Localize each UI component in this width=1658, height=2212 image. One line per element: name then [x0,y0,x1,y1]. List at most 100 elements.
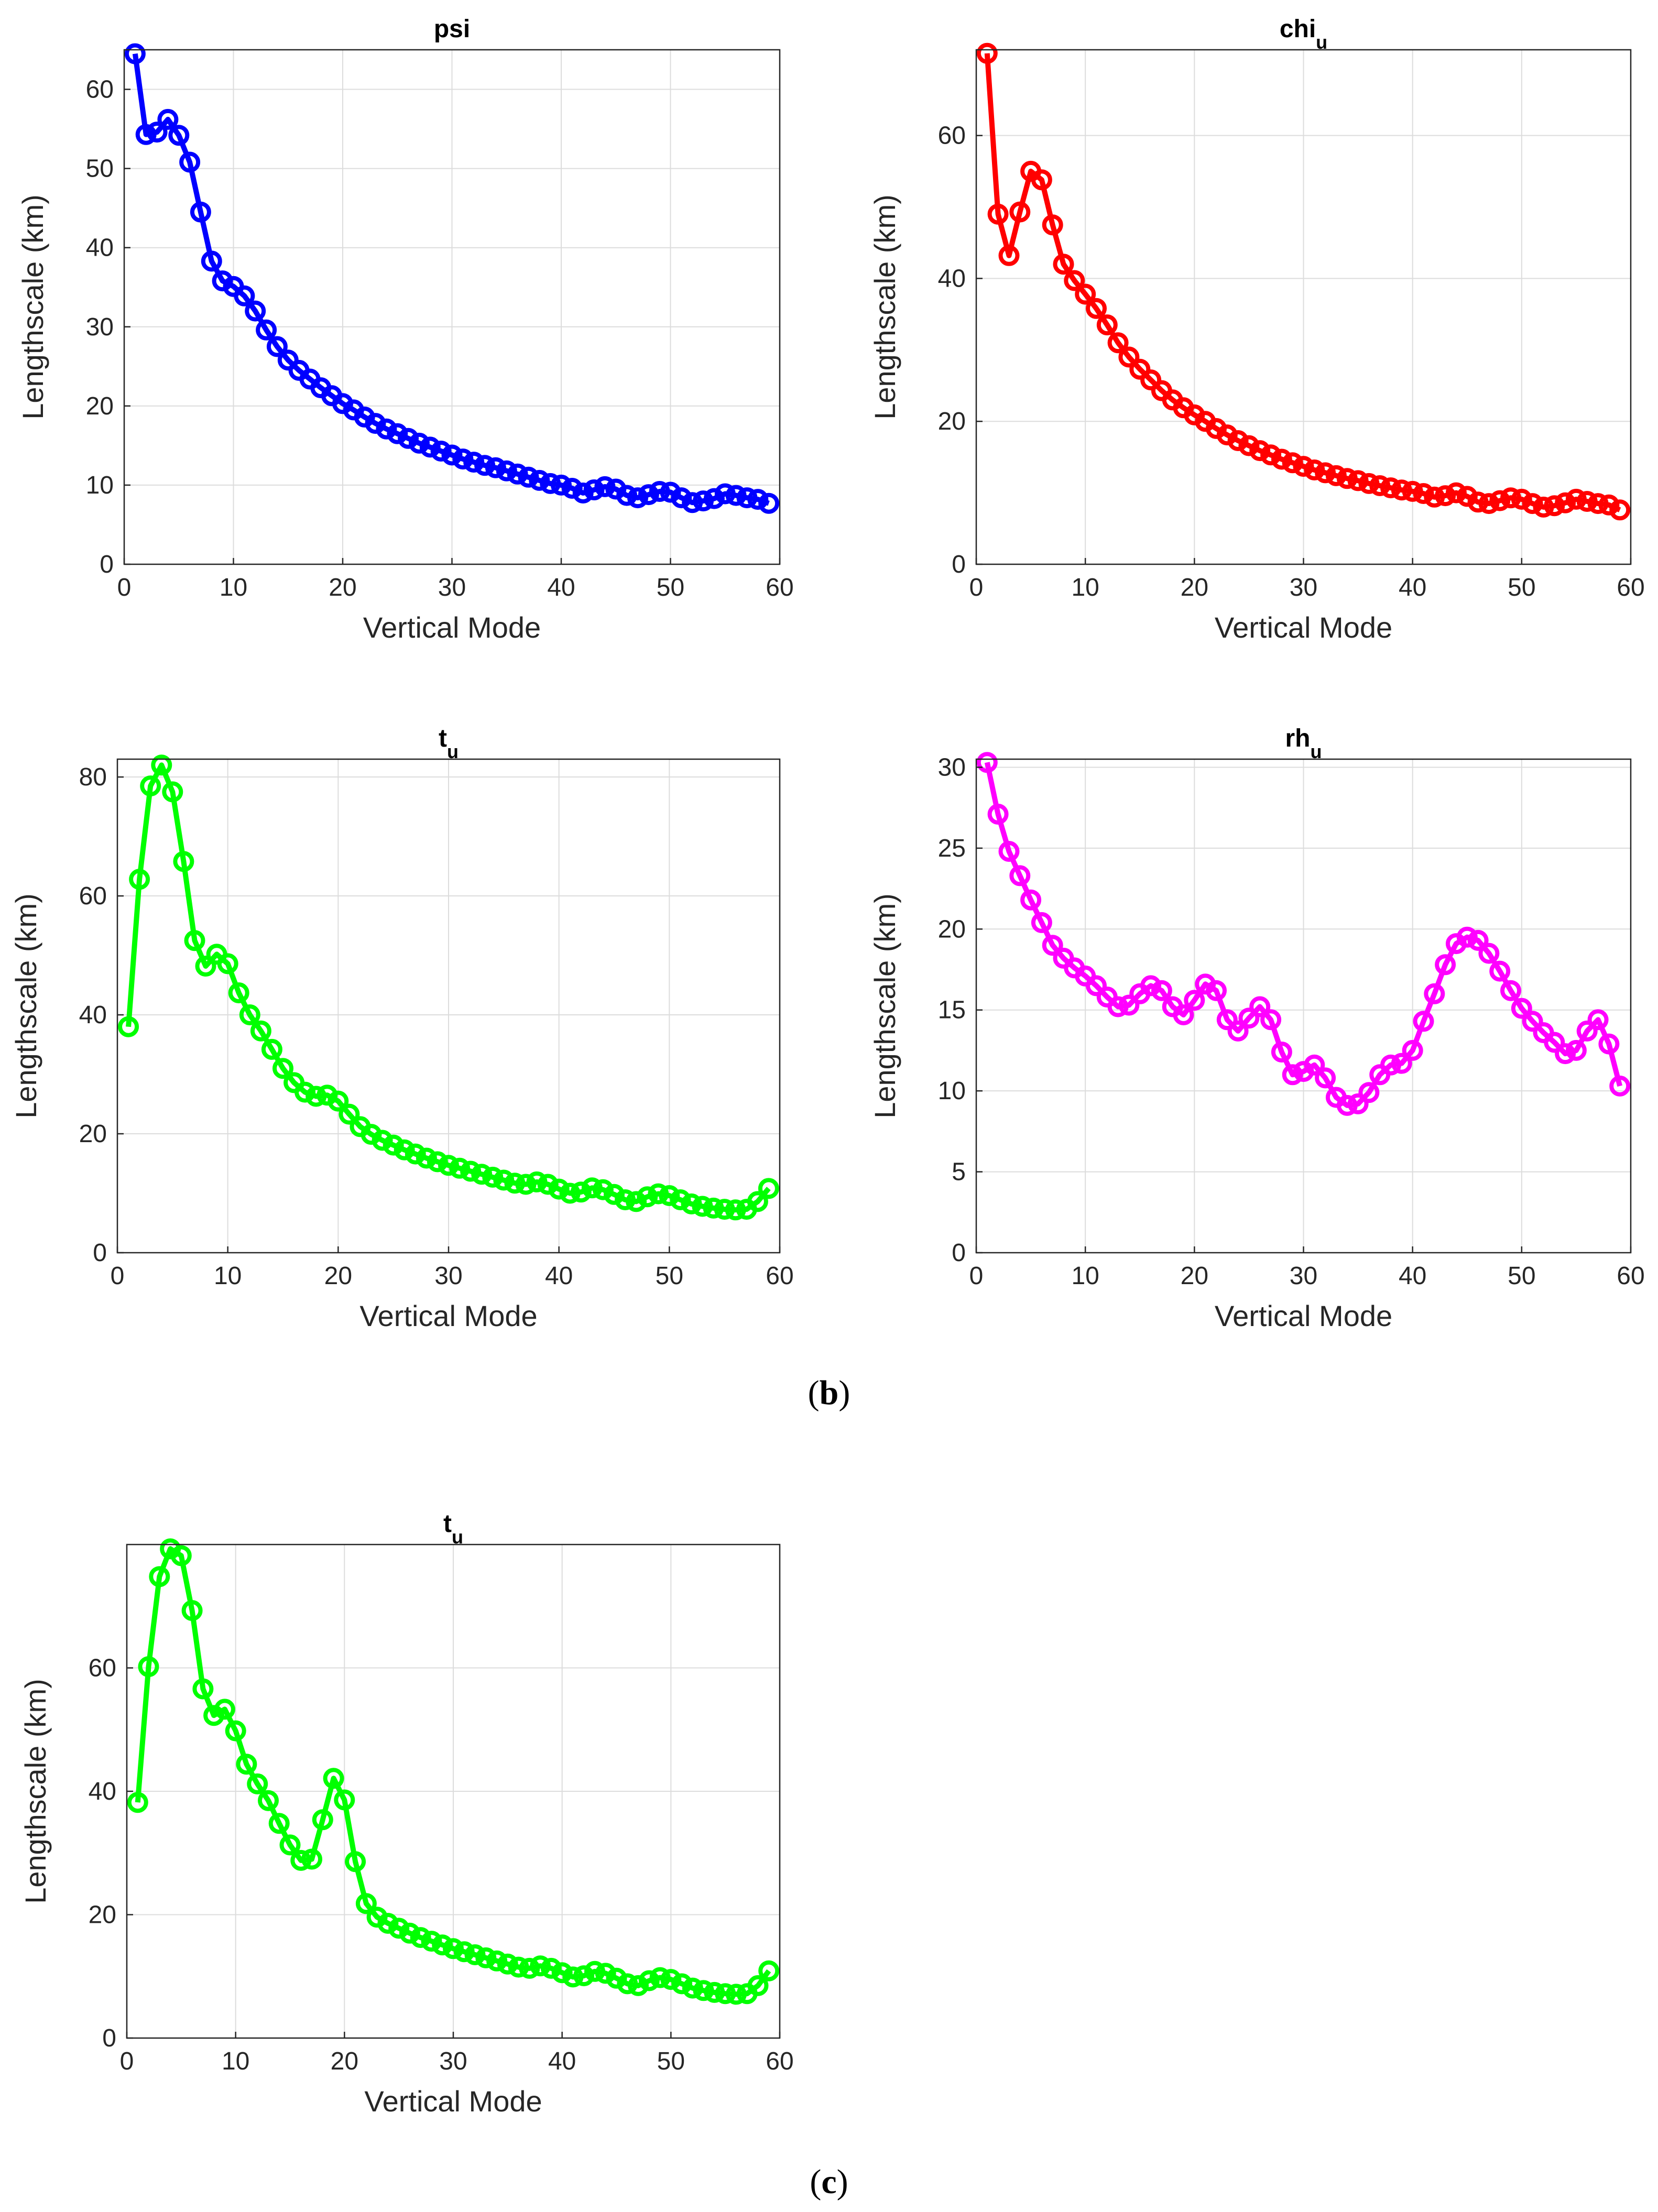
chart-rh-u-point-25 [1238,1008,1260,1029]
chart-psi-point-42 [572,483,594,503]
chart-t-u-c-ytick-label-2: 40 [89,1778,116,1805]
chart-t-u-b-point-31 [449,1157,471,1179]
chart-t-u-b-ytick-label-2: 40 [79,1001,107,1029]
chart-t-u-b-ytick-label-4: 80 [79,763,107,791]
chart-rh-u-point-2 [987,804,1009,825]
chart-rh-u-point-39 [1391,1053,1412,1074]
chart-psi-xlabel: Vertical Mode [363,611,541,644]
chart-chi-u-point-50 [1511,488,1532,510]
chart-t-u-b-point-50 [659,1185,680,1206]
chart-rh-u-ytick-label-3: 15 [938,997,966,1024]
panel-label-c: (c) [810,2163,848,2201]
chart-chi-u-point-58 [1598,494,1620,516]
chart-t-u-c-point-31 [453,1941,475,1963]
chart-rh-u-ytick-label-1: 5 [952,1158,966,1186]
chart-psi-point-28 [419,436,441,458]
chart-chi-u-point-32 [1315,462,1336,484]
chart-chi-u-point-1 [976,42,998,64]
chart-psi-point-7 [190,201,211,223]
chart-chi-u-point-29 [1282,452,1303,474]
chart-chi-u-point-54 [1555,492,1576,513]
chart-psi-point-48 [638,484,659,506]
chart-t-u-b-point-37 [515,1174,537,1195]
chart-rh-u-point-38 [1380,1054,1401,1076]
chart-t-u-c-xtick-label-2: 20 [331,2047,358,2075]
chart-rh-u-point-41 [1413,1011,1434,1032]
chart-rh-u-point-17 [1151,980,1172,1001]
chart-chi-u-point-48 [1489,490,1511,511]
chart-t-u-b-point-21 [339,1103,360,1125]
chart-chi-u-point-23 [1216,424,1238,446]
chart-t-u-c-point-2 [138,1656,159,1678]
chart-rh-u-point-24 [1227,1020,1249,1042]
chart-t-u-c-point-34 [486,1950,508,1972]
chart-t-u-c-xtick-label-1: 10 [222,2047,249,2075]
chart-t-u-b-xtick-label-0: 0 [111,1262,125,1290]
chart-rh-u-point-50 [1511,998,1532,1019]
chart-rh-u-point-54 [1555,1043,1576,1065]
chart-psi-point-35 [496,460,517,481]
chart-t-u-c-title-main: t [443,1510,452,1538]
chart-t-u-b-xtick-label-2: 20 [324,1262,352,1290]
chart-chi-u-point-49 [1500,487,1521,509]
chart-t-u-c-point-21 [345,1851,366,1872]
chart-psi-title: psi [434,15,470,43]
chart-t-u-b-point-14 [261,1038,282,1060]
chart-t-u-b-ytick-label-1: 20 [79,1120,107,1148]
chart-psi-point-27 [409,432,430,454]
chart-t-u-c-point-27 [410,1927,431,1948]
chart-t-u-b-point-48 [637,1186,658,1208]
chart-t-u-c-point-47 [628,1975,649,1996]
chart-t-u-b-point-54 [703,1197,724,1219]
chart-t-u-b-point-45 [604,1184,625,1205]
chart-chi-u-point-44 [1445,482,1467,503]
chart-t-u-c-point-48 [638,1970,660,1991]
chart-chi-u-xtick-label-0: 0 [969,574,984,601]
chart-rh-u-point-53 [1544,1032,1565,1053]
chart-t-u-c-point-19 [323,1768,344,1789]
chart-t-u-c-point-3 [149,1566,170,1587]
chart-t-u-c-xtick-label-6: 60 [766,2047,793,2075]
chart-chi-u-point-2 [987,203,1009,225]
chart-t-u-c-xtick-label-4: 40 [548,2047,576,2075]
chart-chi-u-point-42 [1424,486,1445,508]
chart-psi-point-3 [146,122,168,143]
chart-chi-u-xtick-label-6: 60 [1617,574,1644,601]
chart-rh-u-point-20 [1184,990,1205,1011]
chart-t-u-b-point-29 [427,1151,448,1173]
chart-t-u-c-ytick-label-0: 0 [102,2024,116,2052]
chart-rh-u-point-7 [1042,935,1063,956]
chart-t-u-b-xtick-label-5: 50 [656,1262,683,1290]
chart-chi-u-point-35 [1347,470,1369,491]
chart-t-u-b-xtick-label-3: 30 [434,1262,462,1290]
chart-rh-u-point-45 [1456,926,1478,948]
chart-psi-point-55 [714,483,736,505]
chart-t-u-c-point-26 [399,1922,420,1944]
chart-chi-u-point-55 [1565,488,1587,510]
chart-psi-point-53 [693,490,714,512]
chart-psi-ytick-label-2: 20 [86,392,114,420]
chart-rh-u-point-23 [1216,1009,1238,1031]
chart-rh-u-point-27 [1260,1009,1282,1031]
chart-psi-ylabel: Lengthscale (km) [16,194,49,420]
chart-t-u-b-point-46 [615,1189,636,1210]
chart-chi-u-point-57 [1587,493,1609,514]
chart-t-u-c-ytick-label-3: 60 [89,1655,116,1682]
chart-psi-point-39 [540,473,561,494]
chart-t-u-b-point-3 [140,775,161,797]
chart-t-u-b-point-35 [493,1169,515,1191]
chart-rh-u-point-14 [1118,994,1140,1016]
chart-rh-u-point-34 [1336,1094,1358,1116]
chart-t-u-c-point-36 [508,1956,529,1978]
chart-psi-point-26 [398,428,419,449]
chart-t-u-c-point-24 [377,1913,399,1934]
chart-t-u-c-point-11 [236,1754,257,1775]
chart-rh-u-ytick-label-2: 10 [938,1077,966,1105]
chart-chi-u-point-15 [1129,358,1151,380]
chart-psi-point-36 [507,463,528,485]
chart-psi-ytick-label-0: 0 [100,551,114,578]
chart-psi-title-main: psi [434,15,470,43]
chart-t-u-c-point-18 [312,1809,333,1831]
chart-chi-u-point-16 [1140,369,1162,391]
chart-t-u-c-point-33 [475,1947,497,1968]
